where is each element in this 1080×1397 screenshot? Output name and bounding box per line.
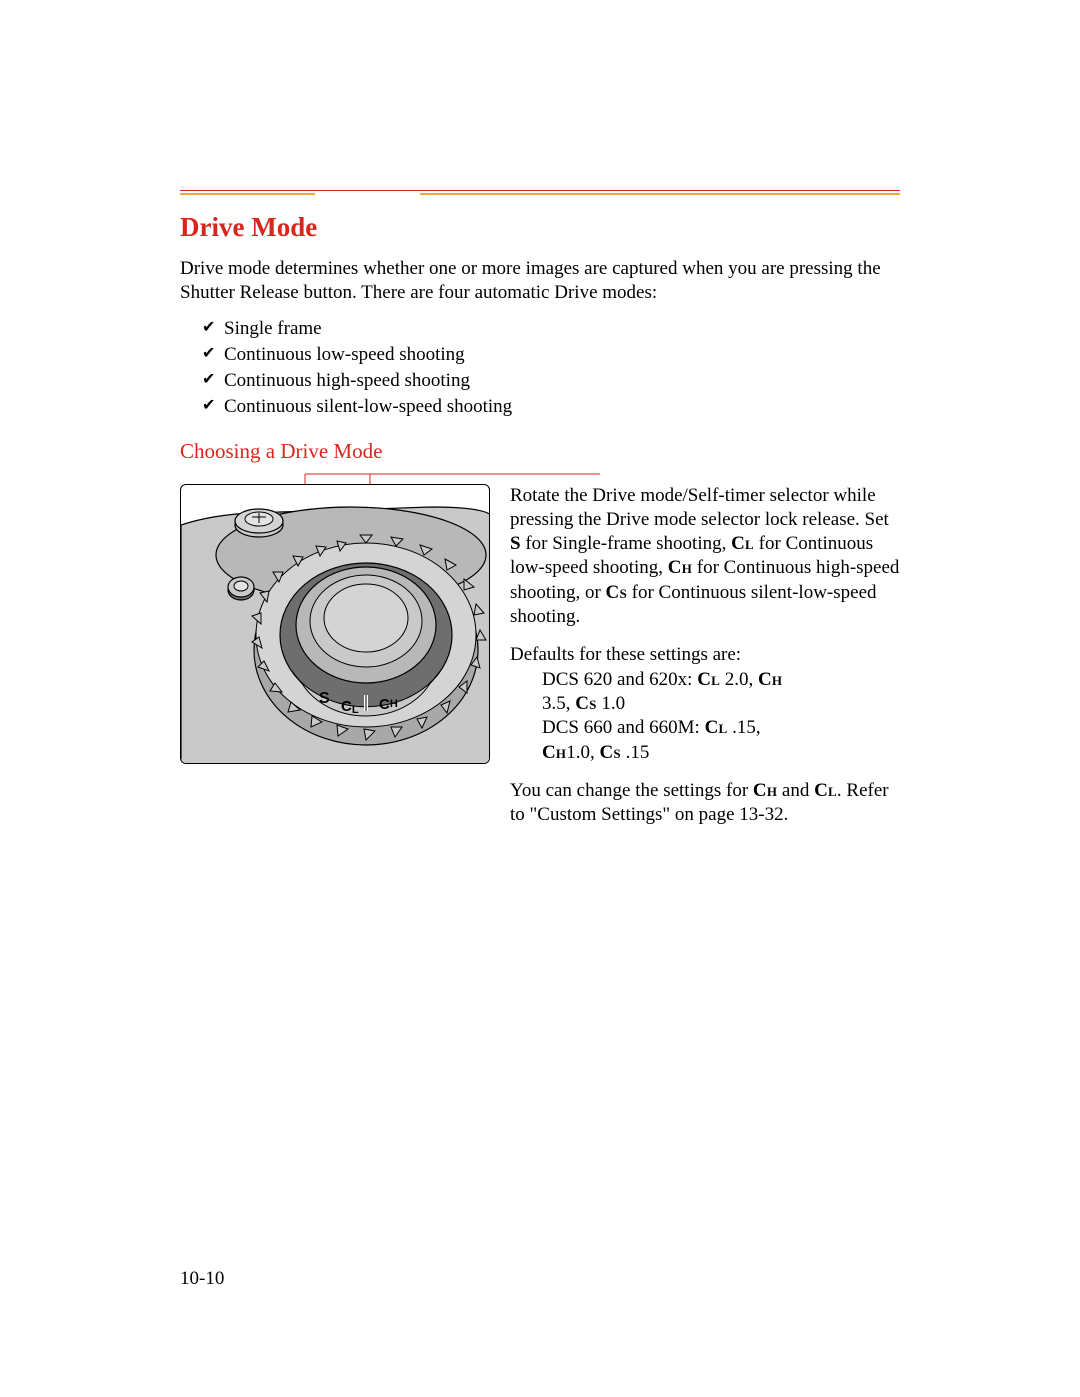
page-number: 10-10: [180, 1268, 224, 1290]
figure-wrapper: S CL CH: [180, 484, 490, 764]
section-title: Drive Mode: [180, 212, 900, 243]
drive-modes-list: Single frame Continuous low-speed shooti…: [180, 316, 900, 421]
dial-label-CH-H: H: [390, 698, 398, 710]
list-item: Single frame: [202, 316, 900, 342]
dial-label-CH-C: C: [379, 696, 390, 713]
header-rule: [180, 190, 900, 194]
change-settings-paragraph: You can change the settings for Ch and C…: [510, 779, 900, 828]
dial-label-CL-L: L: [352, 704, 359, 716]
instruction-paragraph: Rotate the Drive mode/Self-timer selecto…: [510, 484, 900, 630]
list-item: Continuous high-speed shooting: [202, 368, 900, 394]
list-item: Continuous low-speed shooting: [202, 342, 900, 368]
intro-paragraph: Drive mode determines whether one or mor…: [180, 257, 900, 306]
dial-label-S: S: [319, 690, 330, 707]
rule-red-line: [180, 190, 900, 191]
page-content: Drive Mode Drive mode determines whether…: [180, 190, 900, 842]
subsection-title: Choosing a Drive Mode: [180, 439, 900, 464]
camera-dial-illustration: S CL CH: [181, 485, 490, 764]
rule-gold-right: [420, 193, 900, 195]
rule-gold-left: [180, 193, 315, 195]
dial-label-CL-C: C: [341, 698, 352, 715]
list-item: Continuous silent-low-speed shooting: [202, 394, 900, 420]
instruction-column: Rotate the Drive mode/Self-timer selecto…: [510, 484, 900, 842]
camera-figure: S CL CH: [180, 484, 490, 764]
defaults-paragraph: Defaults for these settings are: DCS 620…: [510, 643, 900, 765]
figure-and-text-row: S CL CH Rotate the Drive mode/Self-timer…: [180, 484, 900, 842]
